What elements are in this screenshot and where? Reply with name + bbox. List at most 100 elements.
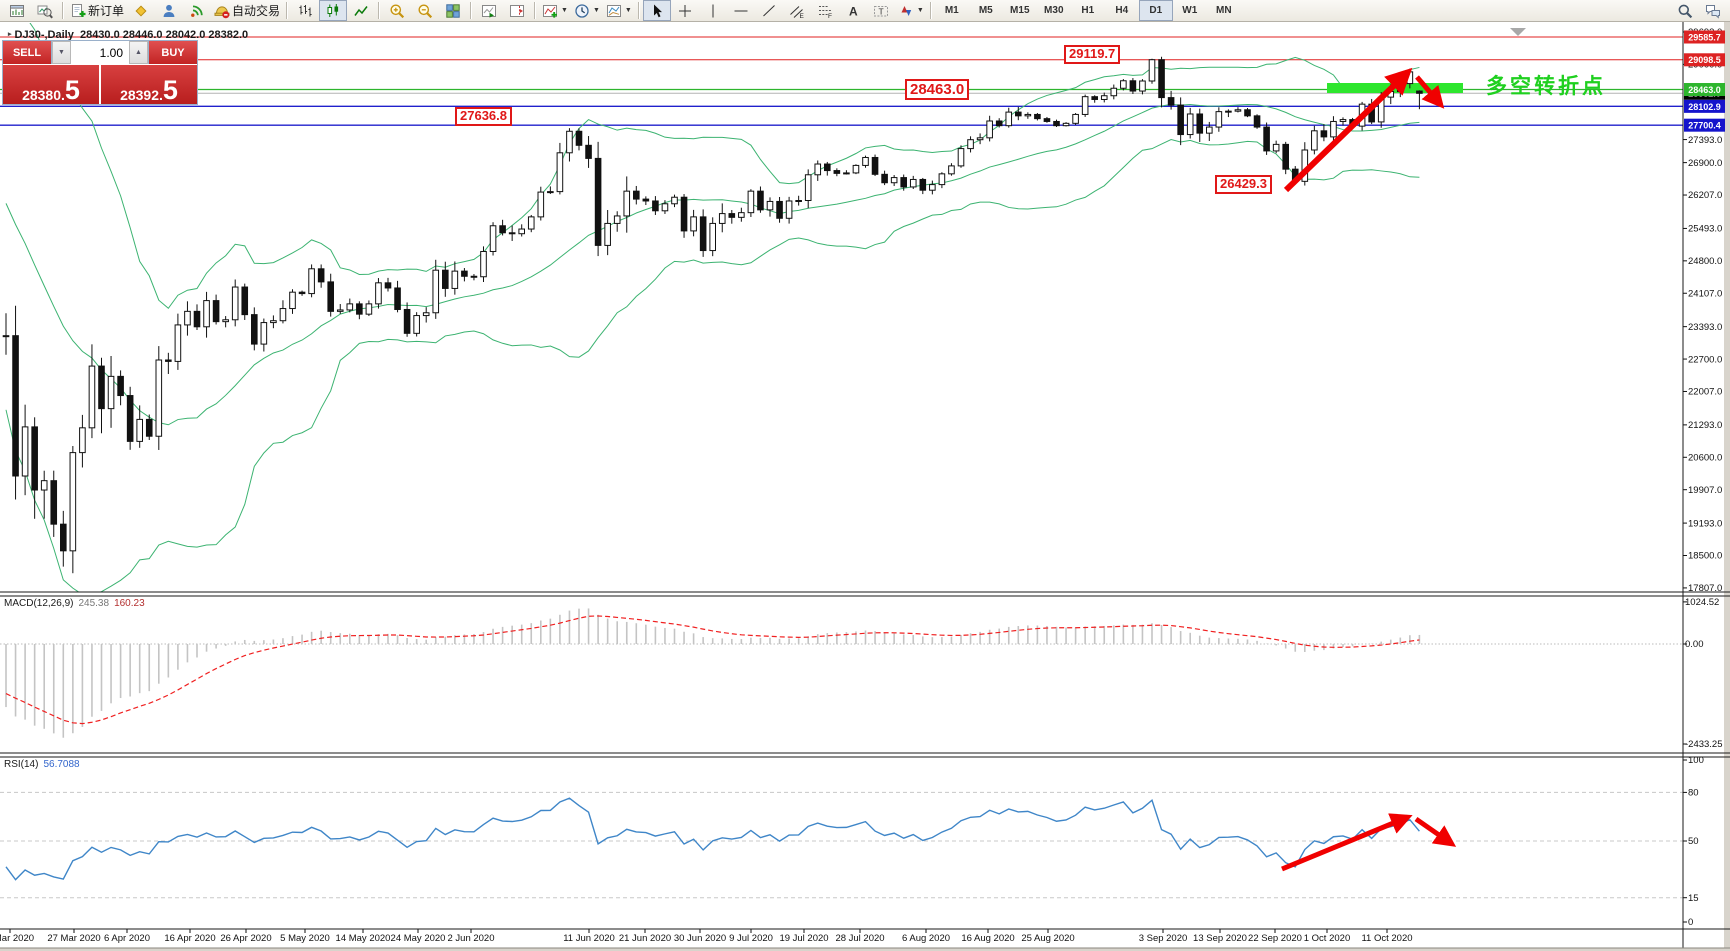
periods-dropdown-icon[interactable]: ▼ [592,7,600,14]
market-button[interactable] [155,0,183,21]
bar-chart-mode-icon [297,3,313,19]
price-annotation-29119.7[interactable]: 29119.7 [1064,45,1121,64]
chart-shift-button[interactable] [503,0,531,21]
tf-m1-button[interactable]: M1 [944,5,959,16]
text-label-button[interactable]: T [867,0,895,21]
toolbar-right-icons [1671,0,1727,21]
zoom-in-button[interactable] [383,0,411,21]
candle [489,222,497,256]
horizontal-line-button[interactable] [727,0,755,21]
candle [432,259,440,319]
tf-m30-button[interactable]: M30 [1044,5,1064,16]
candle [890,175,898,187]
candle [422,307,430,323]
volume-increase-button[interactable]: ▲ [129,41,148,64]
new-chart-button[interactable] [3,0,31,21]
svg-text:27393.0: 27393.0 [1688,135,1722,146]
price-annotation-27636.8[interactable]: 27636.8 [455,107,512,126]
templates-dropdown-icon[interactable]: ▼ [624,7,632,14]
candle [79,414,86,468]
templates-button[interactable]: ▼ [603,0,635,21]
volume-input[interactable] [71,41,129,64]
turning-point-note[interactable]: 多空转折点 [1486,75,1606,98]
candle [718,203,726,233]
candlestick-mode-button[interactable] [319,0,348,21]
vertical-line-button[interactable] [699,0,727,21]
candle [451,261,459,295]
metaeditor-button[interactable] [127,0,155,21]
chart-shift-marker-icon[interactable] [1510,28,1526,36]
svg-text:26207.0: 26207.0 [1688,190,1722,201]
crosshair-button[interactable] [671,0,699,21]
equidistant-channel-button[interactable]: E [783,0,811,21]
trend-arrow-4[interactable] [1414,816,1457,847]
tile-windows-button[interactable] [439,0,467,21]
time-axis[interactable]: 8 Mar 2020 27 Mar 2020 6 Apr 2020 16 Apr 20… [0,929,1413,944]
toolbar-separator [470,2,473,19]
indicators-button[interactable]: ▼ [539,0,571,21]
candle [117,370,124,406]
trend-arrow-3[interactable] [1281,813,1413,872]
svg-text:16 Apr 2020: 16 Apr 2020 [164,933,215,944]
chat-button[interactable] [1699,0,1727,21]
svg-text:24 May 2020: 24 May 2020 [391,933,446,944]
chart-profiles-icon [37,3,53,19]
new-order-button[interactable]: 新订单 [67,0,127,21]
periods-button[interactable]: ▼ [571,0,603,21]
candle [470,274,478,281]
toolbar: 新订单 自动交易 ▼ ▼ ▼ E F A T ▼ M1 M5 M15 M30 H1 H4 D1 W1 MN [0,0,1730,22]
candle [871,154,879,177]
search-button[interactable] [1671,0,1699,21]
tf-m15-button[interactable]: M15 [1010,5,1030,16]
candle [50,470,58,537]
bollinger-upper [29,23,1420,309]
arrows-dropdown-icon[interactable]: ▼ [916,7,924,14]
candle [155,346,163,450]
trendline-icon [761,3,777,19]
sell-button[interactable]: SELL [3,41,51,64]
candle [1139,79,1146,95]
buy-button[interactable]: BUY [149,41,197,64]
candle [1272,140,1280,154]
tf-mn-button[interactable]: MN [1216,5,1232,16]
text-button[interactable]: A [839,0,867,21]
volume-decrease-button[interactable]: ▼ [52,41,71,64]
tf-h4-button[interactable]: H4 [1115,5,1129,16]
chart-profiles-button[interactable] [31,0,59,21]
cursor-button[interactable] [642,0,671,21]
candle [1206,121,1213,141]
sell-price[interactable]: 28380. 5 [3,65,99,104]
zoom-out-button[interactable] [411,0,439,21]
price-annotation-26429.3[interactable]: 26429.3 [1215,175,1272,194]
candle [336,304,344,314]
bar-chart-mode-button[interactable] [291,0,319,21]
tf-m5-button[interactable]: M5 [978,5,993,16]
line-chart-mode-button[interactable] [347,0,375,21]
signals-button[interactable] [183,0,211,21]
fibonacci-button[interactable]: F [811,0,839,21]
chart-ohlc-title: ▸ DJ30-,Daily 28430.0 28446.0 28042.0 283… [8,29,249,41]
trend-arrows[interactable] [1281,67,1457,872]
buy-price[interactable]: 28392. 5 [101,65,197,104]
arrows-button[interactable]: ▼ [895,0,927,21]
candle [976,133,984,145]
candle [1072,113,1079,126]
candle [365,300,373,317]
tf-d1-button[interactable]: D1 [1138,0,1173,21]
trend-arrow-1[interactable] [1283,67,1413,193]
tf-w1-button[interactable]: W1 [1182,5,1198,16]
auto-scroll-button[interactable] [475,0,503,21]
periods-icon [574,3,590,19]
tf-h1-button[interactable]: H1 [1081,5,1095,16]
svg-text:22700.0: 22700.0 [1688,354,1722,365]
price-annotation-28463.0[interactable]: 28463.0 [905,79,970,101]
trend-arrow-2[interactable] [1415,75,1445,109]
candle [852,164,860,175]
equidistant-channel-icon: E [789,3,805,19]
candle [308,264,315,298]
svg-text:15: 15 [1688,893,1699,904]
indicators-dropdown-icon[interactable]: ▼ [561,7,568,14]
trendline-button[interactable] [755,0,783,21]
autotrading-button[interactable]: 自动交易 [211,0,283,21]
